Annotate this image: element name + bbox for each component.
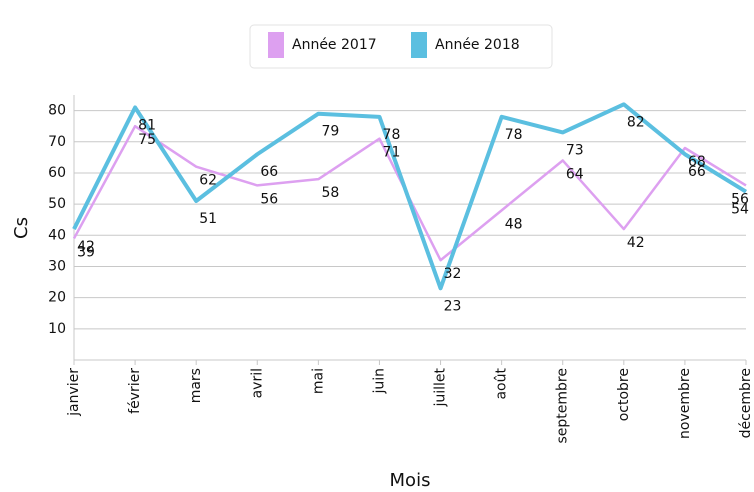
y-tick-label: 60 [48, 165, 66, 181]
data-label: 68 [688, 154, 706, 170]
data-label: 73 [566, 142, 584, 158]
data-label: 39 [77, 244, 95, 260]
data-label: 64 [566, 166, 584, 182]
y-tick-label: 30 [48, 258, 66, 274]
data-label: 42 [77, 239, 95, 255]
x-tick-label: septembre [555, 368, 571, 443]
data-label: 58 [321, 185, 339, 201]
data-label: 75 [138, 132, 156, 148]
x-tick-label: janvier [66, 368, 82, 417]
data-label: 42 [627, 235, 645, 251]
data-label: 48 [505, 216, 523, 232]
data-label: 23 [444, 298, 462, 314]
y-axis-label: Cs [11, 217, 32, 239]
x-tick-label: août [494, 367, 510, 399]
data-label: 54 [731, 202, 749, 218]
x-axis-label: Mois [390, 470, 431, 491]
y-tick-label: 50 [48, 196, 66, 212]
data-label: 66 [688, 164, 706, 180]
series-line [72, 102, 748, 291]
y-tick-label: 70 [48, 134, 66, 150]
y-tick-label: 40 [48, 227, 66, 243]
y-tick-label: 80 [48, 103, 66, 119]
x-tick-label: décembre [738, 368, 754, 438]
data-label: 79 [321, 124, 339, 140]
data-label: 56 [260, 191, 278, 207]
data-label: 66 [260, 164, 278, 180]
data-label: 56 [731, 191, 749, 207]
legend-label: Année 2018 [435, 37, 520, 53]
x-tick-label: avril [249, 368, 265, 398]
x-tick-label: février [127, 368, 143, 414]
y-tick-label: 10 [48, 321, 66, 337]
data-label: 71 [383, 145, 401, 161]
x-tick-label: juillet [433, 368, 449, 408]
data-label: 81 [138, 117, 156, 133]
y-tick-label: 20 [48, 290, 66, 306]
legend-box [249, 24, 553, 69]
x-tick-label: mai [310, 368, 326, 394]
legend-swatch [411, 32, 427, 58]
x-tick-label: octobre [616, 368, 632, 421]
data-label: 78 [383, 127, 401, 143]
legend-swatch [268, 32, 284, 58]
x-tick-label: mars [188, 368, 204, 403]
x-tick-label: juin [371, 368, 387, 395]
legend-label: Année 2017 [292, 37, 377, 53]
data-label: 82 [627, 114, 645, 130]
data-label: 51 [199, 211, 217, 227]
data-label: 62 [199, 173, 217, 189]
data-label: 32 [444, 266, 462, 282]
series-line [72, 124, 747, 262]
x-tick-label: novembre [677, 368, 693, 439]
data-label: 78 [505, 127, 523, 143]
